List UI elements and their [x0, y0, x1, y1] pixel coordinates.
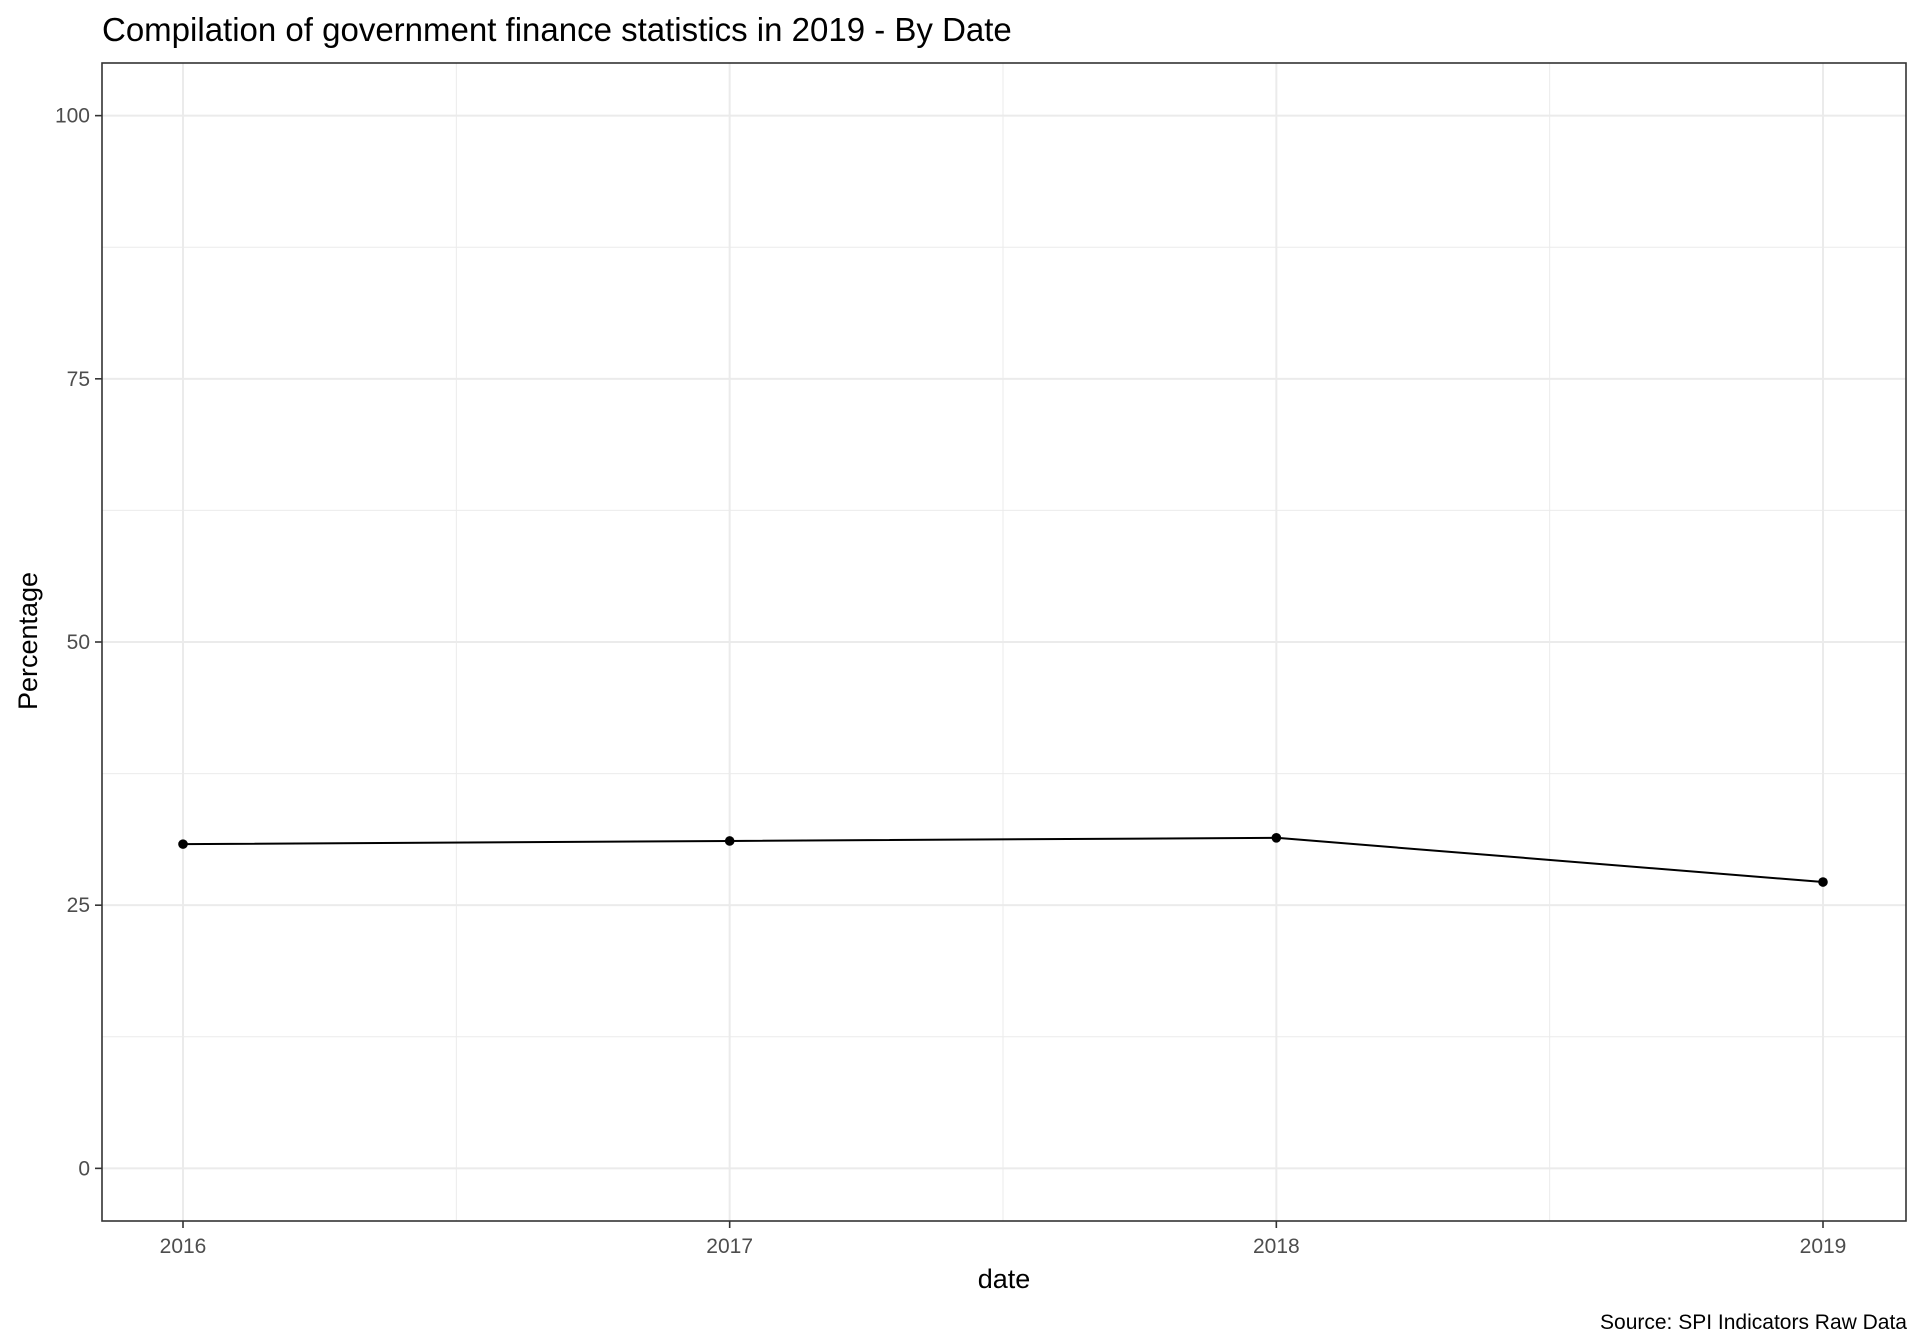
y-tick-label: 75 [67, 368, 90, 391]
x-tick-label: 2018 [1253, 1235, 1300, 1258]
series-group [178, 833, 1828, 887]
y-tick-label: 50 [67, 631, 90, 654]
grid-layer [102, 63, 1906, 1221]
x-tick-label: 2017 [706, 1235, 753, 1258]
chart-title: Compilation of government finance statis… [102, 11, 1012, 48]
x-tick-label: 2019 [1800, 1235, 1847, 1258]
x-tick-label: 2016 [160, 1235, 207, 1258]
data-point [178, 839, 188, 849]
y-axis: 0 25 50 75 100 [55, 105, 102, 1180]
data-point [1818, 877, 1828, 887]
y-tick-label: 0 [78, 1157, 90, 1180]
y-tick-label: 25 [67, 894, 90, 917]
series-line [182, 836, 1824, 884]
x-axis: 2016 2017 2018 2019 [160, 1221, 1847, 1258]
x-axis-title: date [978, 1264, 1031, 1294]
source-caption: Source: SPI Indicators Raw Data [1600, 1311, 1907, 1334]
y-tick-label: 100 [55, 105, 90, 128]
data-point [724, 836, 735, 846]
data-point [1271, 833, 1282, 843]
y-axis-title: Percentage [13, 572, 43, 710]
